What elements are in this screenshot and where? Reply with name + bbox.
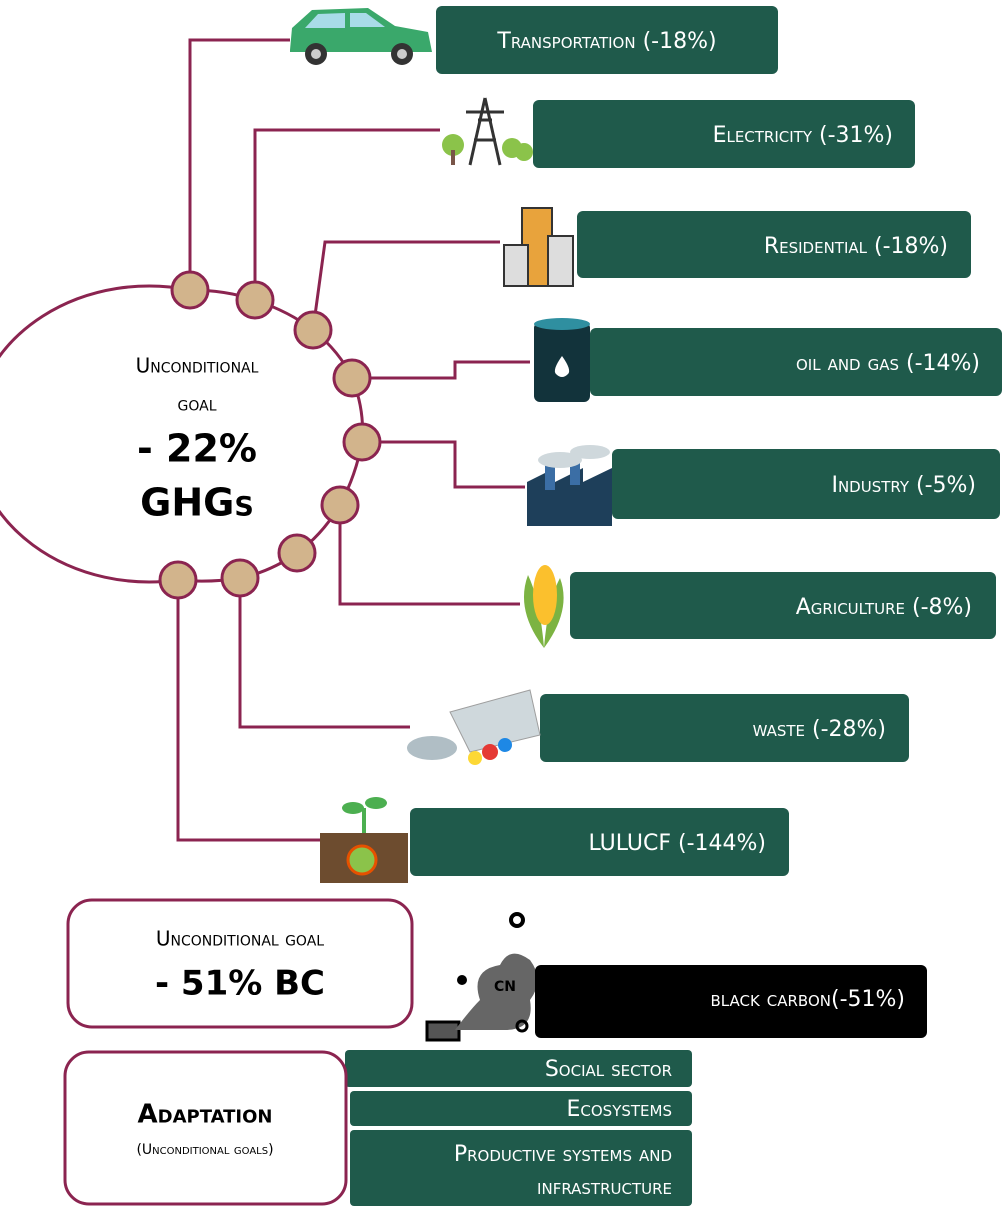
ghg-goal-value: - 22% (137, 427, 257, 471)
electricity-icon (442, 98, 533, 165)
oil-barrel-icon (534, 318, 590, 402)
node (334, 360, 370, 396)
bc-goal-value: - 51% BC (155, 964, 325, 1004)
sector-label: waste (-28%) (753, 717, 886, 742)
connector (190, 40, 290, 290)
lulucf-icon (320, 797, 408, 883)
ghg-goal-line1: Unconditional (136, 354, 259, 378)
node (222, 560, 258, 596)
connector (362, 442, 525, 487)
bc-goal-label: Unconditional goal (156, 927, 324, 951)
waste-icon (407, 690, 540, 765)
ghg-goal-line2: goal (178, 392, 217, 416)
sector-label: Transportation (-18%) (496, 29, 716, 54)
connector (240, 578, 410, 727)
node (344, 424, 380, 460)
connector (255, 130, 440, 300)
adaptation-item: Productive systems and (454, 1142, 672, 1167)
sector-label: Residential (-18%) (764, 234, 948, 259)
adaptation-title: Adaptation (138, 1100, 273, 1130)
adaptation-item: Ecosystems (567, 1097, 673, 1122)
ghg-goal-unit: GHGs (140, 481, 254, 525)
infographic: Unconditional goal - 22% GHGs Transporta… (0, 0, 1004, 1206)
connector (178, 580, 320, 840)
node (160, 562, 196, 598)
sector-label: oil and gas (-14%) (796, 351, 980, 376)
node (322, 487, 358, 523)
sector-label: Electricity (-31%) (713, 123, 893, 148)
industry-icon (527, 445, 612, 526)
bc-icon-text: CN (494, 979, 516, 995)
node (279, 535, 315, 571)
car-icon (290, 8, 432, 65)
black-carbon-icon (427, 914, 538, 1040)
residential-icon (504, 208, 573, 286)
sector-label: Agriculture (-8%) (796, 595, 972, 620)
adaptation-item: Social sector (545, 1057, 672, 1082)
connector (313, 242, 500, 330)
node (295, 312, 331, 348)
node (237, 282, 273, 318)
sector-label: Industry (-5%) (831, 473, 976, 498)
connector (340, 505, 520, 604)
adaptation-item: infrastructure (537, 1175, 672, 1200)
corn-icon (524, 565, 564, 648)
adaptation-subtitle: (Unconditional goals) (136, 1142, 273, 1158)
bc-label: black carbon(-51%) (710, 987, 905, 1012)
connector (352, 362, 530, 378)
sector-label: LULUCF (-144%) (588, 831, 766, 856)
node (172, 272, 208, 308)
